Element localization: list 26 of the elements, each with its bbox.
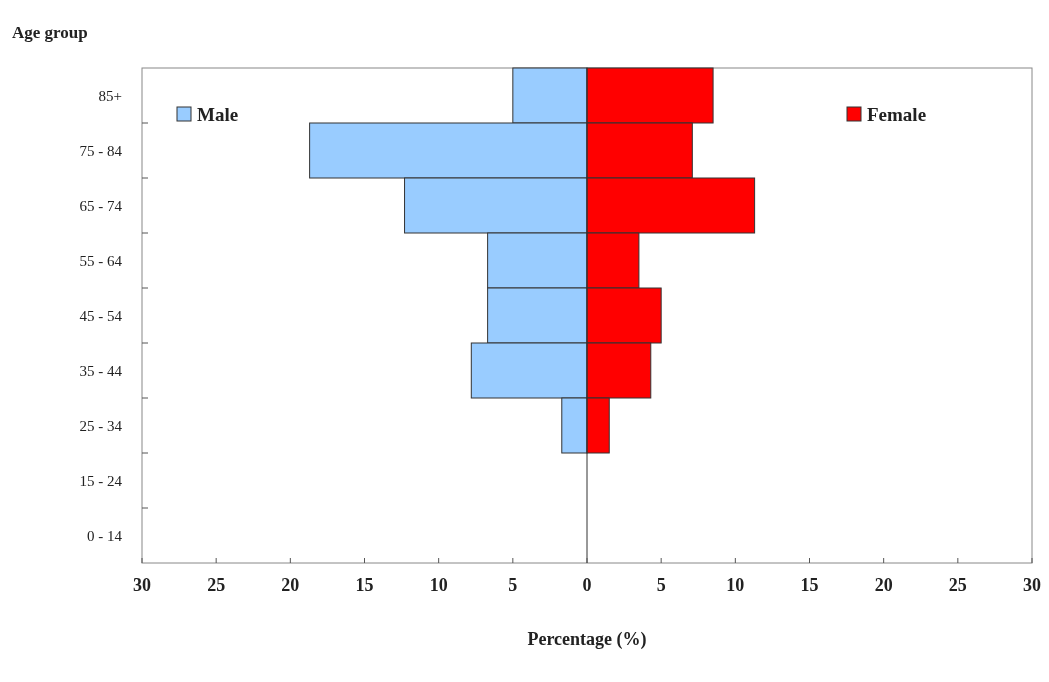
x-tick-label: 20: [281, 575, 300, 595]
y-tick-label: 25 - 34: [79, 417, 123, 434]
y-axis-title: Age group: [12, 23, 88, 42]
x-tick-label: 25: [948, 575, 967, 595]
x-tick-label: 0: [582, 575, 592, 595]
x-tick-label: 25: [207, 575, 226, 595]
legend-label: Female: [867, 104, 927, 125]
x-tick-label: 30: [133, 575, 151, 595]
x-tick-label: 10: [726, 575, 745, 595]
y-tick-label: 0 - 14: [87, 527, 123, 544]
y-tick-label: 55 - 64: [79, 252, 123, 269]
legend-label: Male: [197, 104, 239, 125]
x-tick-label: 20: [874, 575, 893, 595]
y-tick-label: 15 - 24: [79, 472, 123, 489]
y-tick-label: 85+: [98, 87, 122, 104]
y-tick-label: 35 - 44: [79, 362, 123, 379]
x-tick-label: 15: [355, 575, 374, 595]
y-tick-label: 75 - 84: [79, 142, 123, 159]
x-tick-label: 10: [429, 575, 448, 595]
y-tick-label: 65 - 74: [79, 197, 123, 214]
y-tick-label: 45 - 54: [79, 307, 123, 324]
x-axis-title: Percentage (%): [527, 629, 647, 650]
x-tick-label: 30: [1023, 575, 1041, 595]
x-tick-label: 5: [508, 575, 518, 595]
x-tick-label: 5: [656, 575, 666, 595]
x-tick-label: 15: [800, 575, 819, 595]
